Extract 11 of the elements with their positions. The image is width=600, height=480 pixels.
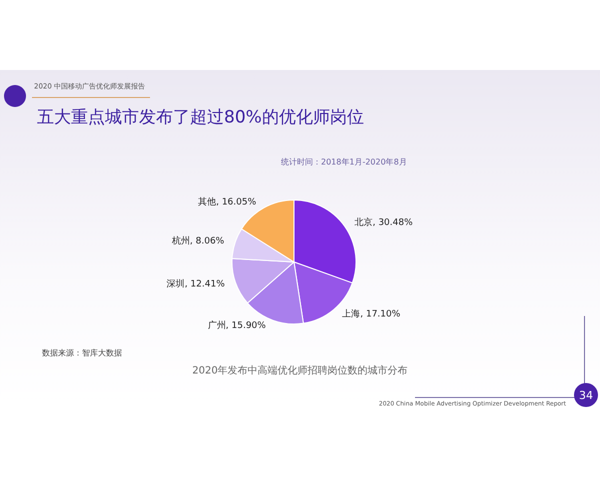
slice-label: 广州, 15.90% xyxy=(208,320,266,331)
slice-label: 上海, 17.10% xyxy=(342,308,401,320)
slice-label: 杭州, 8.06% xyxy=(170,235,225,246)
text: 34 xyxy=(579,389,593,402)
slice-label: 深圳, 12.41% xyxy=(166,278,226,290)
slice-label: 其他, 16.05% xyxy=(198,196,257,208)
source-note: 数据来源：智库大数据 xyxy=(42,348,122,358)
chart-subtitle: 统计时间：2018年1月-2020年8月 xyxy=(281,158,407,166)
text: 2020年发布中高端优化师招聘岗位数的城市分布 xyxy=(192,364,408,376)
chart-title: 五大重点城市发布了超过80%的优化师岗位 xyxy=(37,108,364,128)
slice-label: 北京, 30.48% xyxy=(354,216,414,228)
